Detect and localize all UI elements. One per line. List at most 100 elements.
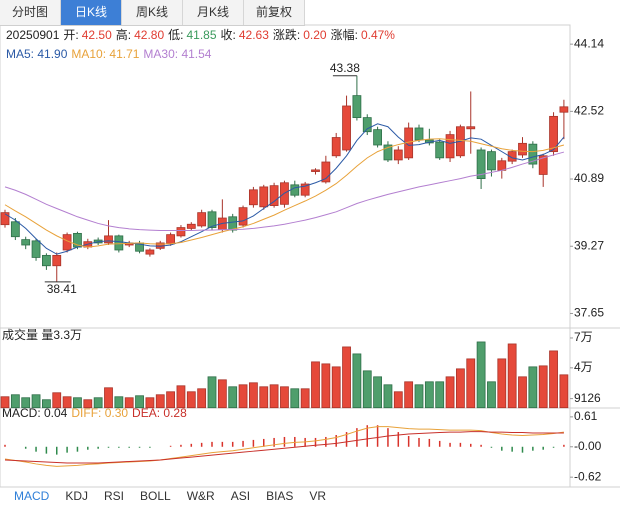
period-tab[interactable]: 月K线 — [183, 0, 244, 25]
low-label: 38.41 — [47, 282, 77, 296]
indicator-tab[interactable]: KDJ — [65, 489, 89, 503]
macd-bar — [231, 441, 234, 447]
candle-body — [383, 144, 393, 161]
indicator-tab[interactable]: VR — [309, 489, 327, 503]
period-tab[interactable]: 日K线 — [61, 0, 122, 25]
volume-bar — [83, 399, 93, 409]
volume-bar — [259, 386, 269, 409]
volume-bar — [373, 376, 383, 409]
info-label: 低: — [168, 28, 183, 42]
period-tab[interactable]: 分时图 — [0, 0, 61, 25]
volume-bar — [290, 388, 300, 409]
macd-bar — [87, 446, 89, 450]
volume-bar — [362, 370, 372, 409]
candle-body — [362, 117, 372, 133]
indicator-line — [4, 138, 565, 248]
macd-bar — [418, 437, 420, 447]
indicator-tab[interactable]: RSI — [104, 489, 125, 503]
volume-bar — [62, 396, 72, 409]
macd-bar — [449, 442, 451, 447]
indicator-line — [4, 426, 564, 467]
macd-bar — [563, 444, 565, 447]
volume-bar — [186, 391, 196, 409]
candle-body — [538, 155, 548, 175]
indicator-tab[interactable]: ASI — [230, 489, 251, 503]
volume-bar — [445, 376, 455, 409]
volume-bar — [559, 374, 569, 409]
macd-bar — [407, 435, 410, 447]
candle-body — [414, 127, 424, 141]
volume-bar — [538, 365, 548, 409]
info-line: 20250901 开: 42.50 高: 42.80 低: 41.85 收: 42.63 涨跌: 0… — [6, 27, 395, 42]
indicator-tab[interactable]: W&R — [186, 489, 215, 503]
date: 20250901 — [6, 28, 60, 42]
volume-bar — [518, 376, 527, 409]
macd-bar — [345, 432, 348, 447]
volume-bar — [352, 353, 362, 409]
macd-bar — [211, 441, 213, 447]
candle-body — [528, 143, 538, 165]
volume-bar — [217, 379, 227, 409]
macd-bar — [107, 446, 110, 448]
y-tick-label: 40.89 — [574, 171, 604, 185]
volume-bar — [73, 397, 82, 409]
volume-bar — [549, 350, 558, 409]
volume-bar — [207, 376, 217, 409]
candle-body — [104, 235, 113, 244]
macd-bar — [252, 439, 255, 447]
macd-bar — [190, 443, 193, 447]
legend-entry: MA5: 41.90 — [6, 47, 68, 61]
macd-bar — [242, 440, 244, 447]
macd-bar — [501, 446, 503, 451]
macd-bar — [428, 438, 431, 447]
volume-bar — [248, 382, 258, 409]
indicator-line — [4, 123, 565, 255]
y-tick-label: -0.00 — [574, 439, 602, 453]
volume-bar — [197, 388, 207, 409]
macd-bar — [97, 446, 99, 449]
indicator-tab[interactable]: BIAS — [266, 489, 294, 503]
info-value: 41.85 — [186, 28, 216, 42]
candle-body — [290, 184, 300, 196]
volume-bar — [176, 385, 186, 409]
macd-bar — [45, 446, 48, 454]
y-tick-label: 44.14 — [574, 36, 604, 50]
candle-body — [176, 227, 186, 237]
candle-body — [259, 186, 269, 208]
indicator-tab[interactable]: MACD — [14, 489, 50, 503]
candle-body — [186, 223, 196, 229]
period-tab[interactable]: 前复权 — [244, 0, 305, 25]
candle-body — [549, 115, 558, 153]
candle-body — [331, 137, 341, 157]
candle-body — [435, 141, 445, 159]
indicator-line — [4, 151, 565, 231]
candle-body — [507, 151, 517, 162]
macd-bar — [221, 441, 224, 447]
info-value: 42.50 — [82, 28, 112, 42]
period-tab[interactable]: 周K线 — [122, 0, 183, 25]
macd-bar — [56, 446, 58, 455]
volume-bar — [528, 366, 538, 409]
macd-bar — [76, 446, 79, 452]
volume-bar — [507, 343, 517, 409]
info-label: 涨幅: — [331, 27, 358, 42]
candle-body — [269, 185, 279, 206]
volume-bar — [424, 381, 434, 409]
volume-bar — [52, 392, 62, 409]
volume-bar — [21, 397, 31, 409]
indicator-tab[interactable]: BOLL — [140, 489, 171, 503]
macd-bar — [325, 436, 327, 447]
volume-bar — [435, 381, 445, 409]
macd-bar — [263, 438, 265, 447]
volume-bar — [42, 399, 51, 409]
volume-bar — [104, 387, 113, 409]
macd-bar — [128, 446, 130, 448]
volume-bar — [476, 341, 486, 409]
volume-bar — [404, 381, 414, 409]
macd-bar — [459, 442, 462, 447]
info-value: 0.47% — [361, 28, 395, 42]
candle-body — [373, 129, 383, 146]
macd-bar — [542, 446, 544, 450]
volume-bar — [466, 358, 476, 409]
